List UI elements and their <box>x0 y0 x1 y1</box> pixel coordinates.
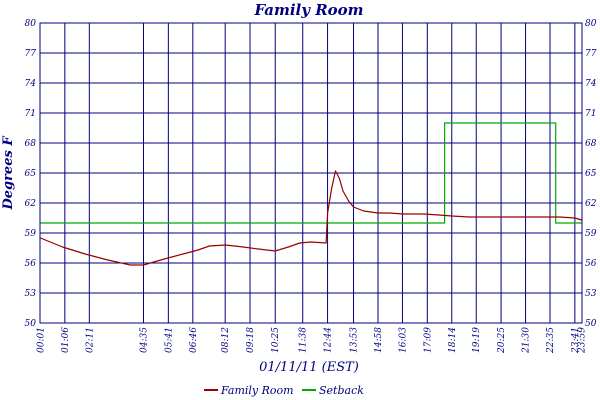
x-tick-label: 02:11 <box>85 327 95 353</box>
x-tick-label: 00:01 <box>36 327 46 353</box>
x-tick-label: 09:18 <box>246 327 256 353</box>
y-tick-label-right: 59 <box>585 229 597 239</box>
series-line-family-room <box>40 170 582 266</box>
x-tick-label: 08:12 <box>221 327 231 353</box>
y-tick-label: 59 <box>25 229 37 239</box>
x-tick-label: 17:09 <box>423 327 433 353</box>
x-tick-label: 11:38 <box>299 327 309 353</box>
x-tick-label: 05:41 <box>164 327 174 353</box>
y-tick-label: 62 <box>25 199 37 209</box>
y-axis-label: Degrees F <box>1 136 16 211</box>
y-tick-label: 71 <box>25 109 36 119</box>
y-tick-label-right: 53 <box>585 289 597 299</box>
x-tick-label: 20:25 <box>497 327 507 354</box>
y-tick-label-right: 68 <box>585 139 597 149</box>
x-tick-label: 16:03 <box>398 327 408 353</box>
x-tick-label: 06:46 <box>189 327 199 353</box>
y-tick-label-right: 62 <box>585 199 597 209</box>
x-tick-label: 10:25 <box>271 327 281 353</box>
x-tick-label: 23:41 <box>571 327 581 354</box>
x-tick-label: 14:58 <box>374 327 384 353</box>
y-tick-label: 56 <box>25 259 37 269</box>
grid <box>40 23 582 323</box>
y-tick-label-right: 74 <box>585 79 597 89</box>
x-tick-label: 19:19 <box>472 327 482 353</box>
y-tick-label: 77 <box>25 49 37 59</box>
series-line-setback <box>40 122 582 224</box>
x-tick-label: 04:35 <box>140 327 150 353</box>
y-tick-label: 53 <box>25 289 37 299</box>
x-tick-label: 18:14 <box>448 327 458 353</box>
y-tick-label-right: 50 <box>585 319 597 329</box>
chart-title: Family Room <box>253 1 363 19</box>
x-tick-label: 22:35 <box>546 327 556 354</box>
y-tick-label-right: 80 <box>585 19 597 29</box>
y-tick-label-right: 77 <box>585 49 597 59</box>
legend-label-family-room: Family Room <box>220 384 294 397</box>
y-tick-label-right: 56 <box>585 259 597 269</box>
legend: Family Room Setback <box>204 384 364 397</box>
x-tick-label: 13:53 <box>350 327 360 353</box>
y-tick-label-right: 71 <box>585 109 596 119</box>
x-tick-label: 23:59 <box>578 327 588 354</box>
y-tick-label: 68 <box>25 139 37 149</box>
y-tick-label: 50 <box>25 319 37 329</box>
y-tick-label: 65 <box>25 169 37 179</box>
x-tick-label: 12:44 <box>324 327 334 353</box>
y-tick-label: 80 <box>25 19 37 29</box>
x-axis-label: 01/11/11 (EST) <box>259 360 359 375</box>
y-tick-label-right: 65 <box>585 169 597 179</box>
x-tick-label: 01:06 <box>61 327 71 353</box>
series-lines <box>40 122 582 266</box>
tick-labels: 50 50 53 53 56 56 59 59 62 62 65 65 68 68 71 71 74 74 77 77… <box>25 19 597 354</box>
y-tick-label: 74 <box>25 79 37 89</box>
legend-label-setback: Setback <box>319 384 364 397</box>
x-tick-label: 21:30 <box>522 327 532 354</box>
